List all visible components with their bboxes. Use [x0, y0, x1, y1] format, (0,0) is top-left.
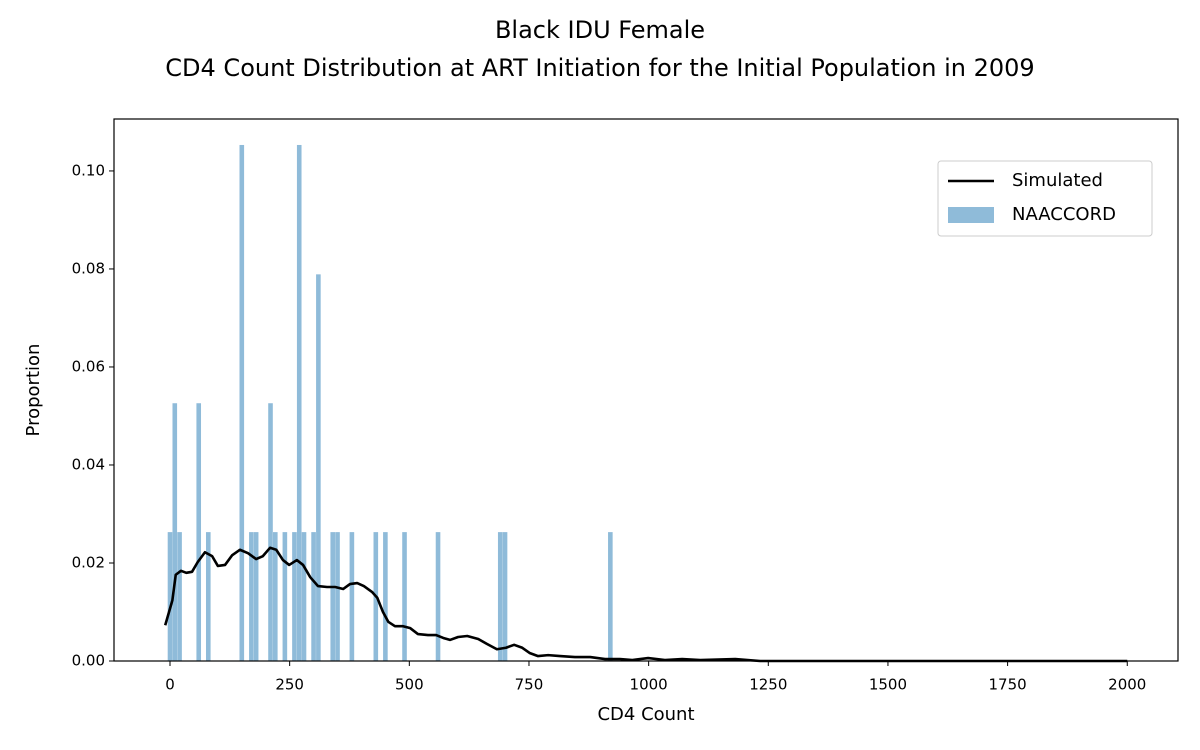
plot-frame — [113, 118, 1179, 662]
bar — [335, 532, 340, 661]
y-axis-label: Proportion — [23, 344, 44, 437]
bar — [239, 144, 245, 661]
bar — [167, 532, 173, 661]
bar — [402, 532, 407, 661]
bar — [249, 532, 254, 661]
bar — [435, 532, 441, 661]
bar — [316, 274, 321, 661]
y-tick-label: 0.00 — [72, 652, 105, 670]
legend-swatch — [948, 207, 994, 223]
bar — [349, 532, 355, 661]
bar — [272, 532, 278, 661]
bar — [177, 532, 182, 661]
x-tick-label: 2000 — [1108, 676, 1146, 694]
bar — [253, 532, 259, 661]
bar — [292, 532, 297, 661]
x-tick-label: 0 — [165, 676, 175, 694]
y-tick-label: 0.04 — [72, 455, 105, 473]
legend-label: Simulated — [1012, 170, 1103, 191]
bar — [196, 403, 202, 661]
bar — [502, 532, 508, 661]
bar — [205, 532, 211, 661]
x-tick-label: 1250 — [749, 676, 787, 694]
y-tick-label: 0.10 — [72, 161, 105, 179]
y-tick-label: 0.06 — [72, 357, 105, 375]
chart-subtitle: CD4 Count Distribution at ART Initiation… — [165, 54, 1034, 82]
bar — [282, 532, 288, 661]
bar — [497, 532, 503, 661]
x-tick-label: 1000 — [630, 676, 668, 694]
bar — [311, 532, 316, 661]
x-axis-label: CD4 Count — [597, 704, 694, 725]
x-tick-label: 500 — [395, 676, 424, 694]
legend: Simulated NAACCORD — [937, 160, 1153, 237]
legend-label: NAACCORD — [1012, 204, 1116, 225]
bar — [172, 403, 178, 661]
chart-title: Black IDU Female — [495, 16, 705, 44]
bar — [383, 532, 388, 661]
bar — [301, 532, 307, 661]
x-tick-label: 250 — [275, 676, 304, 694]
y-tick-label: 0.08 — [72, 259, 105, 277]
bar — [268, 403, 273, 661]
bar — [296, 144, 302, 661]
bar — [330, 532, 336, 661]
y-tick-label: 0.02 — [72, 553, 105, 571]
x-tick-label: 750 — [515, 676, 544, 694]
line — [163, 546, 1128, 663]
x-tick-label: 1500 — [869, 676, 907, 694]
bar — [608, 532, 613, 661]
x-tick-label: 1750 — [989, 676, 1027, 694]
